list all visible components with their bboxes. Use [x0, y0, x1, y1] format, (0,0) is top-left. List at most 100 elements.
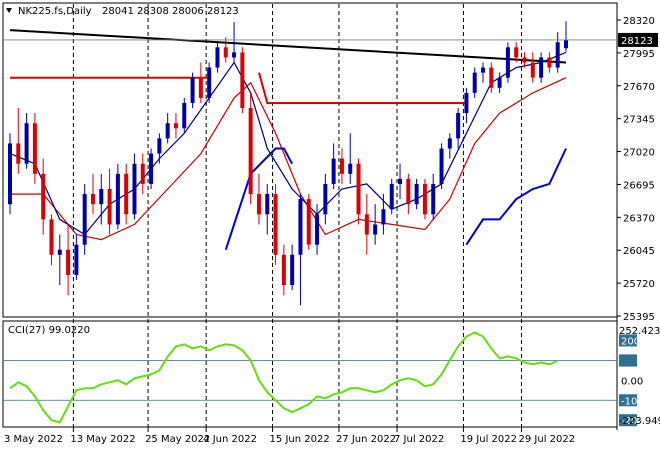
candle-body: [140, 163, 145, 184]
date-label: 7 Jul 2022: [394, 434, 444, 445]
candle-body: [514, 47, 519, 58]
cci-level-tag: [619, 394, 637, 407]
candle-body: [16, 143, 21, 164]
axis-layer: 28320 27995 27670 27345 27020 26695 26370 26045…: [4, 16, 660, 445]
candle-body: [431, 183, 436, 215]
candle-body: [248, 108, 253, 195]
cci-line: [9, 331, 559, 424]
candle-body: [364, 214, 369, 235]
cci-min-label: -223.949: [619, 416, 660, 427]
candle-body: [406, 178, 411, 205]
candle-body: [74, 244, 79, 276]
price-tick-label: 25395: [623, 312, 655, 323]
date-label: 19 Jul 2022: [460, 434, 517, 445]
cci-level-tag: [619, 334, 637, 347]
cci-tick-label: -200: [621, 416, 644, 427]
candle-body: [24, 123, 29, 164]
price-tick-label: 26045: [623, 246, 655, 257]
candle-body: [273, 194, 278, 255]
fast-moving-average-line: [9, 51, 567, 236]
candle-body: [547, 57, 552, 68]
candle-body: [107, 188, 112, 225]
candle-body: [464, 92, 469, 114]
candle-body: [32, 123, 37, 174]
candle-body: [414, 183, 419, 205]
candle-body: [306, 199, 311, 245]
price-tick-label: 27345: [623, 115, 655, 126]
current-price-tag: [618, 32, 658, 47]
price-layer: [3, 21, 617, 306]
candle-body: [207, 67, 212, 98]
candle-body: [497, 77, 502, 88]
price-tick-label: 26695: [623, 180, 655, 191]
candle-body: [539, 57, 544, 78]
candle-body: [481, 67, 486, 73]
candle-body: [522, 57, 527, 63]
price-tick-label: 28320: [623, 16, 655, 27]
price-tick-label: 27020: [623, 148, 655, 159]
candle-body: [82, 194, 87, 245]
ohlc-caption: 28041 28308 28006 28123: [102, 6, 239, 17]
candle-body: [356, 163, 361, 215]
candle-body: [182, 102, 187, 129]
candle-body: [290, 254, 295, 286]
candle-body: [57, 249, 62, 255]
candle-body: [398, 178, 403, 184]
date-label: 27 Jun 2022: [336, 434, 396, 445]
candle-body: [323, 183, 328, 215]
candle-body: [564, 39, 568, 49]
cci-tick-label: 0.00: [621, 376, 643, 387]
candle-body: [149, 153, 154, 184]
date-label: 15 Jun 2022: [270, 434, 330, 445]
cci-level-tag: [619, 414, 637, 427]
candle-body: [232, 52, 237, 58]
candle-body: [456, 113, 461, 139]
candle-body: [165, 123, 170, 139]
cci-tick-label: -100: [621, 396, 644, 407]
candle-body: [157, 138, 162, 154]
candle-body: [348, 163, 353, 174]
cci-current-tag: [619, 354, 637, 367]
long-trend-indicator-line: [224, 147, 293, 251]
candle-body: [339, 158, 344, 174]
candle-body: [298, 199, 303, 255]
price-panel-frame: [2, 2, 618, 318]
candle-body: [90, 194, 95, 205]
candle-body: [331, 158, 336, 184]
vertical-gridlines: [72, 4, 523, 427]
candle-body: [555, 42, 560, 68]
candle-body: [281, 254, 286, 286]
price-tick-label: 27670: [623, 82, 655, 93]
candle-body: [373, 224, 378, 235]
long-trend-indicator-line-2: [465, 148, 567, 246]
symbol-marker-icon: [6, 8, 12, 13]
date-label: 13 May 2022: [70, 434, 135, 445]
candle-body: [41, 173, 46, 220]
candle-body: [115, 173, 120, 225]
candle-body: [99, 188, 104, 205]
cci-layer: [3, 331, 617, 424]
candle-body: [124, 173, 129, 215]
candle-body: [447, 138, 452, 149]
date-label: 4 Jun 2022: [203, 434, 257, 445]
candle-body: [223, 47, 228, 58]
candle-body: [315, 214, 320, 245]
candle-body: [505, 47, 510, 78]
candle-body: [215, 47, 220, 68]
candle-body: [49, 219, 54, 255]
candle-body: [132, 163, 137, 215]
candle-body: [256, 194, 261, 215]
slow-moving-average-line: [10, 77, 567, 241]
price-tick-label: 25720: [623, 279, 655, 290]
current-price-label: 28123: [621, 36, 653, 47]
candle-body: [240, 52, 245, 109]
candle-body: [530, 62, 535, 78]
candle-body: [472, 72, 477, 93]
candle-body: [8, 143, 12, 205]
candle-body: [265, 194, 270, 215]
candle-body: [422, 183, 427, 215]
cci-caption: CCI(27) 99.0220: [8, 325, 90, 336]
price-tick-label: 26370: [623, 213, 655, 224]
